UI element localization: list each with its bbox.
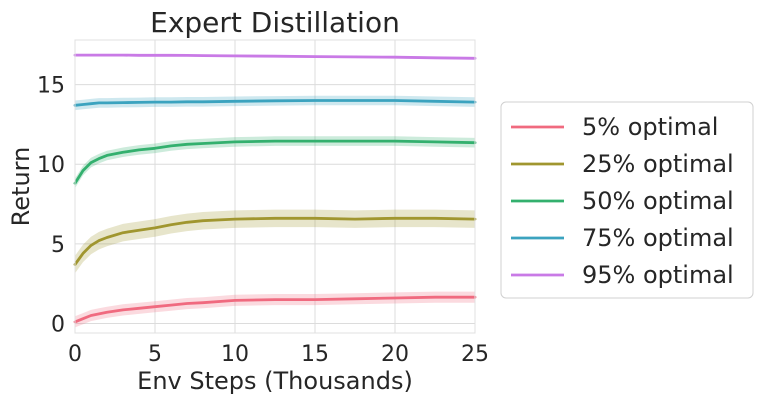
series-line — [73, 139, 477, 185]
legend-box — [500, 101, 754, 299]
legend: 5% optimal 25% optimal 50% optimal 75% opti… — [500, 101, 754, 299]
confidence-bands — [75, 53, 475, 328]
legend-label: 5% optimal — [582, 113, 718, 141]
plot-frame — [74, 39, 476, 334]
x-tick-label: 5 — [148, 342, 162, 367]
x-axis-label: Env Steps (Thousands) — [137, 367, 413, 395]
y-tick-label: 0 — [51, 312, 65, 337]
y-axis-label: Return — [7, 147, 35, 227]
y-tick-label: 5 — [51, 233, 65, 258]
series-band — [75, 136, 475, 189]
x-axis-ticks: 0 5 10 15 20 25 — [68, 342, 489, 367]
grid — [74, 40, 476, 333]
legend-label: 25% optimal — [582, 150, 734, 178]
y-axis-ticks: 0 5 10 15 — [37, 74, 65, 338]
series-band — [75, 209, 475, 274]
x-tick-label: 10 — [221, 342, 249, 367]
series-line — [73, 216, 477, 266]
x-tick-label: 20 — [381, 342, 409, 367]
legend-label: 50% optimal — [582, 187, 734, 215]
legend-label: 95% optimal — [582, 261, 734, 289]
series-line — [73, 295, 477, 324]
legend-label: 75% optimal — [582, 224, 734, 252]
x-tick-label: 0 — [68, 342, 82, 367]
x-tick-label: 25 — [461, 342, 489, 367]
x-tick-label: 15 — [301, 342, 329, 367]
series-line — [73, 53, 477, 60]
series-band — [75, 291, 475, 328]
chart-title: Expert Distillation — [150, 6, 400, 39]
series-lines — [73, 53, 477, 324]
y-tick-label: 10 — [37, 153, 65, 178]
series-line — [73, 99, 477, 107]
y-tick-label: 15 — [37, 74, 65, 99]
